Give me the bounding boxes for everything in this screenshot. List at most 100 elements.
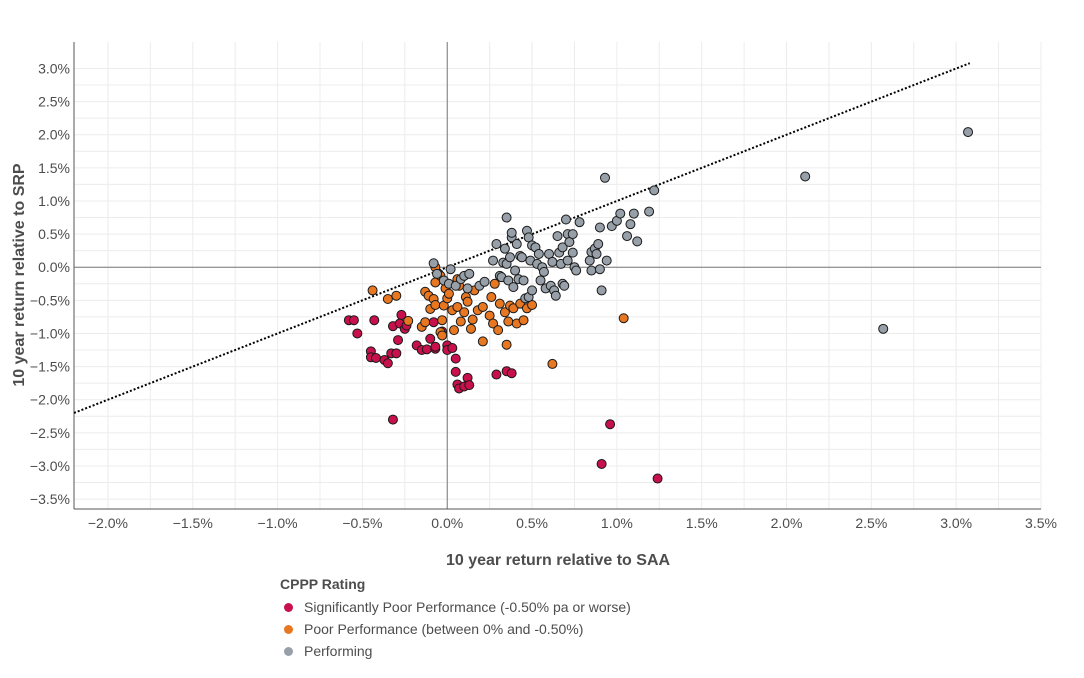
x-tick-label: 1.5% (686, 515, 718, 531)
data-point (464, 268, 475, 279)
data-point (594, 222, 605, 233)
data-point (552, 231, 563, 242)
legend-marker-poor (284, 624, 293, 634)
data-point (428, 258, 439, 269)
data-point (449, 325, 460, 336)
data-point (584, 255, 595, 266)
gridlines (74, 42, 1042, 509)
data-point (477, 301, 488, 312)
data-point (477, 336, 488, 347)
data-point (452, 301, 463, 312)
data-point (447, 343, 458, 354)
legend-item-performing: Performing (280, 640, 631, 662)
data-point (491, 239, 502, 250)
x-tick-label: 2.5% (855, 515, 887, 531)
data-point (518, 275, 529, 286)
data-point (450, 353, 461, 364)
x-tick-label: 0.5% (516, 515, 548, 531)
data-point (601, 255, 612, 266)
data-point (391, 348, 402, 359)
data-point (437, 315, 448, 326)
y-tick-label: 0.5% (38, 226, 70, 242)
data-point (428, 317, 439, 328)
data-point (396, 309, 407, 320)
x-tick-label: −0.5% (342, 515, 382, 531)
data-point (443, 288, 454, 299)
data-point (594, 264, 605, 275)
data-point (533, 248, 544, 259)
data-point (450, 366, 461, 377)
x-tick-label: 0.0% (431, 515, 463, 531)
data-point (586, 265, 597, 276)
y-tick-labels: 3.0% 2.5% 2.0% 1.5% 1.0% 0.5% 0.0% −0.5% −1.0% −1… (30, 60, 70, 507)
data-point (501, 339, 512, 350)
data-point (591, 248, 602, 259)
legend-label: Poor Performance (between 0% and -0.50%) (304, 621, 584, 637)
data-point (488, 318, 499, 329)
data-point (567, 229, 578, 240)
data-point (437, 330, 448, 341)
y-tick-label: 2.5% (38, 94, 70, 110)
data-point (486, 292, 497, 303)
data-point (432, 268, 443, 279)
data-point (550, 290, 561, 301)
x-tick-label: −1.0% (258, 515, 298, 531)
data-point (535, 275, 546, 286)
data-point (559, 280, 570, 291)
data-point (370, 352, 381, 363)
data-point (504, 252, 515, 263)
data-point (465, 323, 476, 334)
data-point (455, 316, 466, 327)
y-tick-label: −2.5% (30, 425, 70, 441)
data-point (382, 358, 393, 369)
data-point (562, 255, 573, 266)
data-point (593, 239, 604, 250)
data-point (547, 358, 558, 369)
data-point (527, 285, 538, 296)
data-point (421, 344, 432, 355)
data-point (462, 296, 473, 307)
data-point (596, 285, 607, 296)
x-tick-label: 2.0% (771, 515, 803, 531)
data-point (499, 243, 510, 254)
data-point (479, 276, 490, 287)
y-tick-label: 0.0% (38, 259, 70, 275)
y-tick-label: −0.5% (30, 292, 70, 308)
data-point (467, 314, 478, 325)
data-point (503, 316, 514, 327)
data-point (367, 285, 378, 296)
data-point (499, 307, 510, 318)
data-point (510, 265, 521, 276)
data-point (506, 227, 517, 238)
legend-label: Significantly Poor Performance (-0.50% p… (304, 599, 631, 615)
y-tick-label: 2.0% (38, 127, 70, 143)
data-point (605, 419, 616, 430)
data-point (963, 127, 974, 138)
data-point (391, 290, 402, 301)
data-point (382, 294, 393, 305)
y-tick-label: −1.5% (30, 359, 70, 375)
data-point (420, 317, 431, 328)
data-points (343, 127, 974, 484)
data-point (430, 299, 441, 310)
legend-item-significantly-poor: Significantly Poor Performance (-0.50% p… (280, 596, 631, 618)
data-point (618, 313, 629, 324)
x-tick-labels: −2.0% −1.5% −1.0% −0.5% 0.0% 0.5% 1.0% 1.5% 2.0%… (88, 515, 1057, 531)
data-point (628, 208, 639, 219)
data-point (560, 214, 571, 225)
data-point (464, 380, 475, 391)
data-point (508, 303, 519, 314)
data-point (800, 171, 811, 182)
data-point (459, 307, 470, 318)
data-point (625, 219, 636, 230)
y-tick-label: −3.5% (30, 491, 70, 507)
legend-label: Performing (304, 643, 373, 659)
data-point (369, 315, 380, 326)
data-point (538, 266, 549, 277)
legend-item-poor: Poor Performance (between 0% and -0.50%) (280, 618, 631, 640)
x-tick-label: 3.0% (940, 515, 972, 531)
data-point (622, 231, 633, 242)
data-point (430, 341, 441, 352)
data-point (547, 256, 558, 267)
